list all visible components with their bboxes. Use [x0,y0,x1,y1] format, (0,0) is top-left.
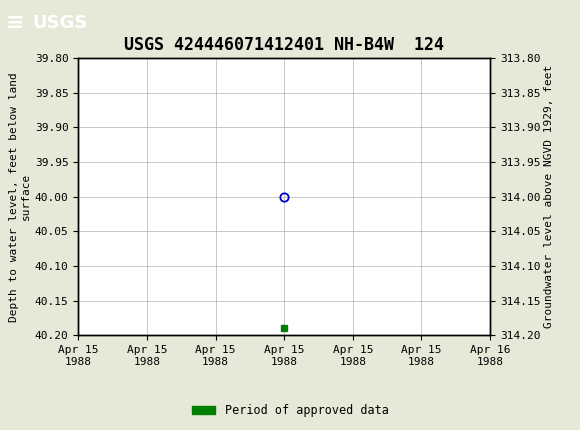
Text: USGS: USGS [32,14,87,31]
Title: USGS 424446071412401 NH-B4W  124: USGS 424446071412401 NH-B4W 124 [124,36,444,54]
Y-axis label: Depth to water level, feet below land
surface: Depth to water level, feet below land su… [9,72,31,322]
Y-axis label: Groundwater level above NGVD 1929, feet: Groundwater level above NGVD 1929, feet [545,65,554,329]
Legend: Period of approved data: Period of approved data [187,399,393,422]
Text: ≡: ≡ [6,12,24,33]
